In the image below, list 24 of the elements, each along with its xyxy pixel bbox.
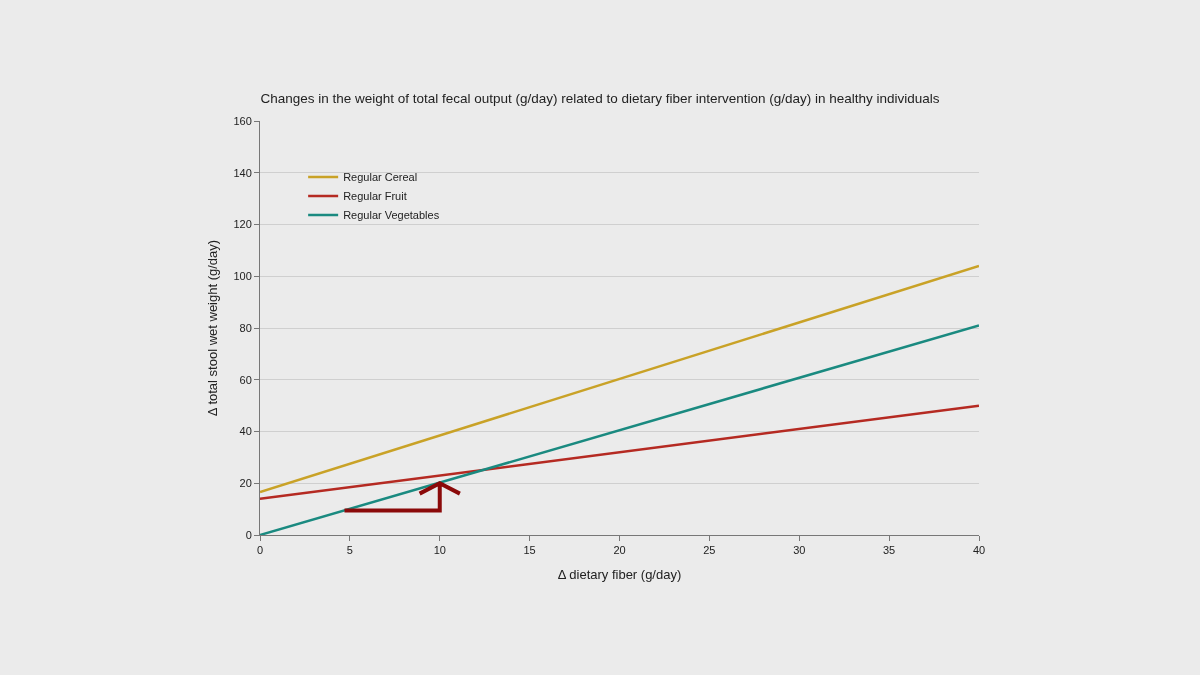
x-tick-label: 15 [523,544,536,557]
chart-title: Changes in the weight of total fecal output (g/day) related to dietary fiber intervention (g/day) in healthy individuals [260,90,940,106]
x-tick-label: 10 [433,544,446,557]
y-axis-title: Δ total stool wet weight (g/day) [205,239,221,417]
y-tick-label: 140 [233,166,252,179]
x-tick-label: 40 [972,544,986,557]
x-tick-label: 35 [883,544,896,557]
x-tick-label: 25 [703,544,716,557]
legend-label: Regular Fruit [343,190,407,203]
y-tick-label: 120 [233,218,252,231]
x-tick-label: 20 [613,544,626,557]
y-tick-label: 40 [239,425,252,438]
legend-label: Regular Vegetables [343,209,440,222]
y-tick-label: 60 [239,373,252,386]
x-axis-title: Δ dietary fiber (g/day) [557,566,682,582]
x-tick-label: 30 [793,544,806,557]
y-tick-label: 160 [233,114,252,127]
x-tick-label: 0 [256,544,264,557]
legend-label: Regular Cereal [343,171,418,184]
y-tick-label: 100 [233,270,252,283]
y-tick-label: 80 [239,321,252,334]
x-tick-label: 5 [346,544,353,557]
y-tick-label: 20 [239,477,252,490]
y-tick-label: 0 [245,528,252,541]
